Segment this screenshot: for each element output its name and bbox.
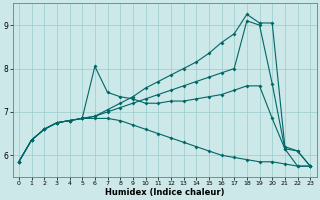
X-axis label: Humidex (Indice chaleur): Humidex (Indice chaleur)	[105, 188, 224, 197]
